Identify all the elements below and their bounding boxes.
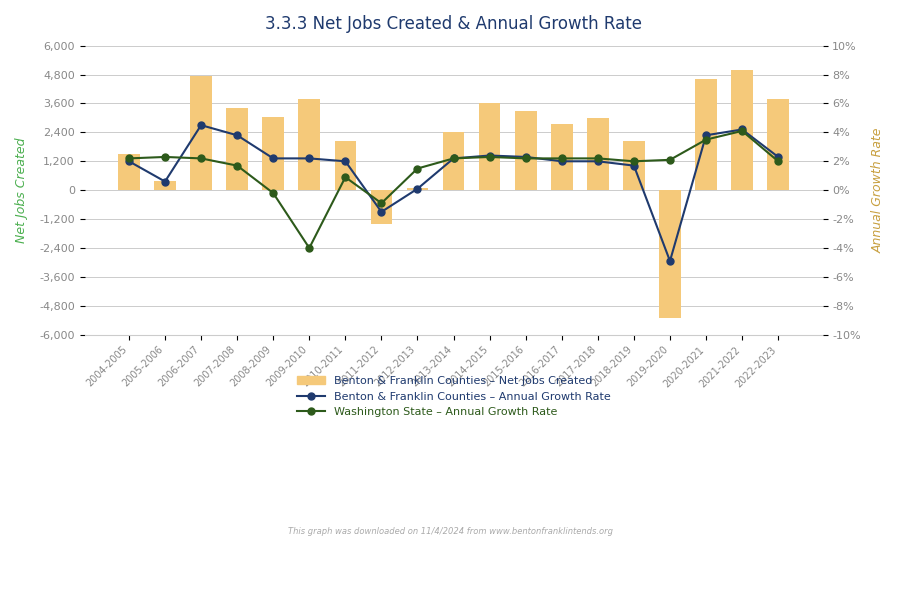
Bar — [263, 117, 284, 190]
Bar — [335, 141, 356, 190]
Bar — [732, 70, 753, 190]
Bar — [443, 133, 464, 190]
Bar — [695, 79, 717, 190]
Bar — [371, 190, 392, 224]
Bar — [118, 154, 140, 190]
Text: This graph was downloaded on 11/4/2024 from www.bentonfranklintends.org: This graph was downloaded on 11/4/2024 f… — [287, 527, 613, 535]
Bar — [154, 181, 176, 190]
Y-axis label: Net Jobs Created: Net Jobs Created — [15, 137, 28, 243]
Bar — [551, 124, 572, 190]
Bar — [226, 108, 248, 190]
Bar — [659, 190, 680, 318]
Bar — [299, 98, 320, 190]
Title: 3.3.3 Net Jobs Created & Annual Growth Rate: 3.3.3 Net Jobs Created & Annual Growth R… — [266, 15, 642, 33]
Bar — [768, 98, 789, 190]
Bar — [623, 141, 644, 190]
Bar — [407, 188, 428, 190]
Bar — [479, 103, 500, 190]
Bar — [190, 76, 212, 190]
Bar — [515, 111, 536, 190]
Y-axis label: Annual Growth Rate: Annual Growth Rate — [872, 127, 885, 253]
Bar — [587, 118, 608, 190]
Legend: Benton & Franklin Counties – Net Jobs Created, Benton & Franklin Counties – Annu: Benton & Franklin Counties – Net Jobs Cr… — [292, 371, 615, 422]
